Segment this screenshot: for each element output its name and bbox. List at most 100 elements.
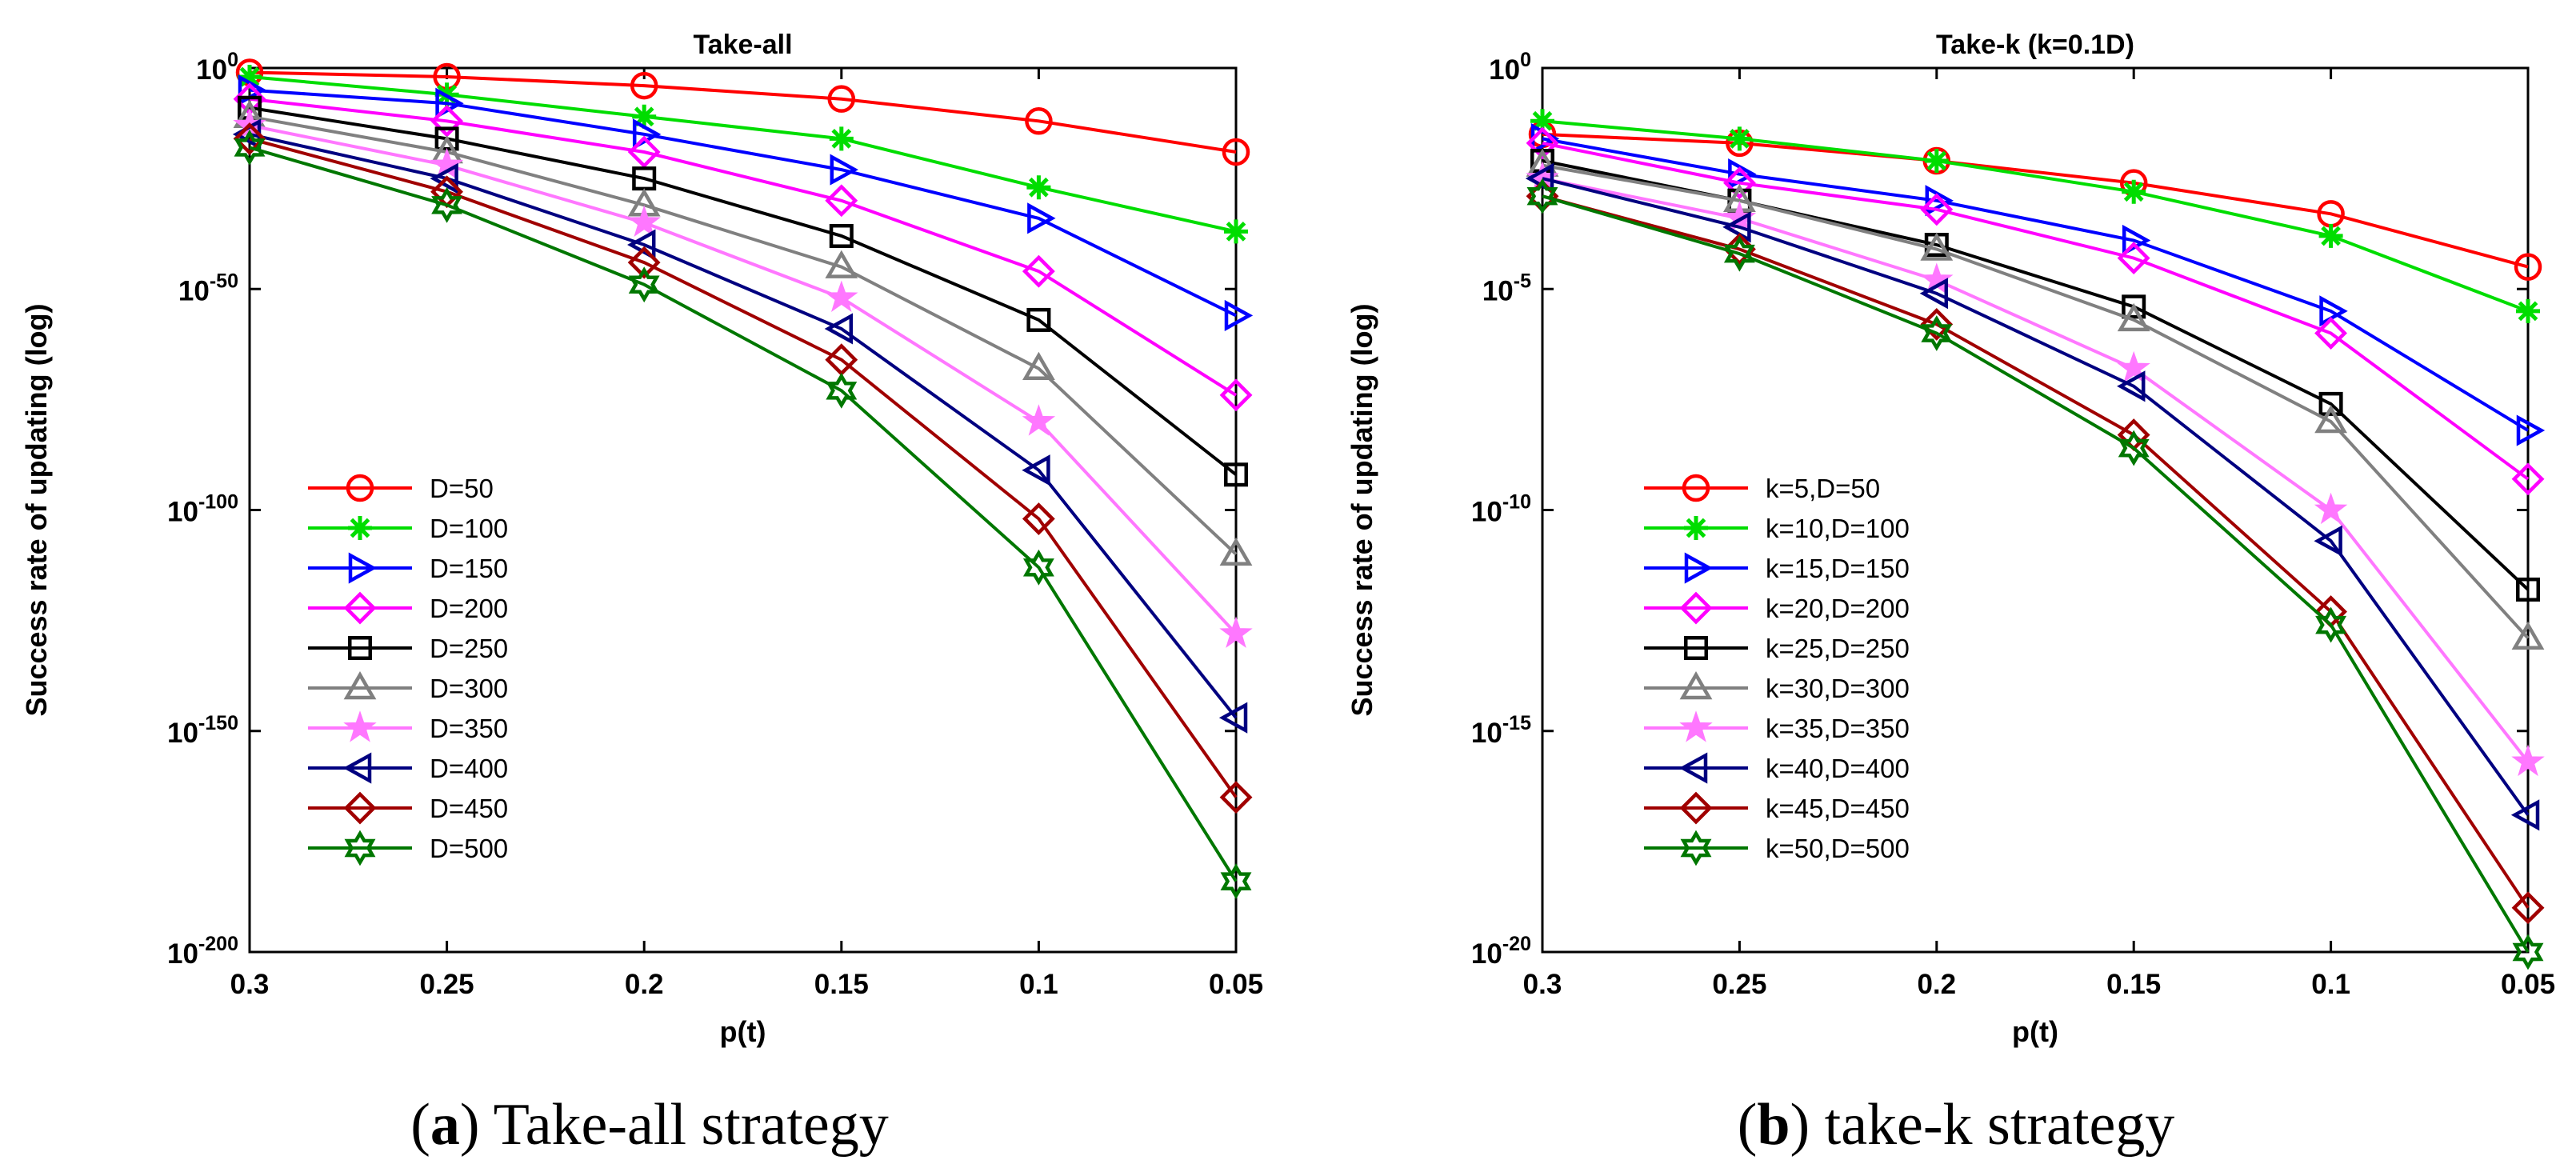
data-point <box>430 162 458 194</box>
legend-marker <box>343 710 377 742</box>
legend-marker <box>343 791 377 825</box>
data-point <box>827 85 856 113</box>
data-point <box>2514 253 2542 281</box>
data-point <box>1925 185 1954 217</box>
data-point <box>2122 294 2146 319</box>
caption-text: ) Take-all strategy <box>460 1092 889 1158</box>
series-line <box>1542 194 2530 954</box>
legend-label: k=50,D=500 <box>1766 834 1910 863</box>
legend-label: D=400 <box>430 754 508 783</box>
legend-label: D=350 <box>430 714 508 743</box>
data-point <box>1921 315 1953 351</box>
legend-item: k=15,D=150 <box>1644 552 1910 584</box>
data-point <box>2122 179 2146 204</box>
x-axis-label: p(t) <box>2012 1015 2058 1048</box>
series-line <box>1542 132 2529 269</box>
series-5 <box>238 95 1248 487</box>
data-point <box>1727 126 1752 151</box>
y-tick-label: 10-15 <box>1471 712 1531 749</box>
y-tick-label: 10-50 <box>178 270 238 306</box>
legend-label: k=45,D=450 <box>1766 794 1910 823</box>
series-10 <box>234 129 1252 900</box>
data-point <box>1530 109 1554 134</box>
data-point <box>2117 242 2150 274</box>
legend-label: k=35,D=350 <box>1766 714 1910 743</box>
legend-marker <box>1679 710 1713 742</box>
data-point <box>1919 278 1949 310</box>
legend-marker <box>1680 830 1712 866</box>
x-tick-label: 0.3 <box>230 969 270 1000</box>
series-6 <box>233 99 1253 566</box>
data-point <box>2516 577 2540 602</box>
legend-marker <box>1678 752 1708 784</box>
data-point <box>829 126 854 151</box>
data-point <box>627 205 661 237</box>
data-point <box>2318 391 2343 416</box>
series-line <box>249 123 1238 635</box>
data-point <box>2314 405 2348 434</box>
y-tick-exponent: -5 <box>1514 270 1531 292</box>
data-point <box>1920 193 1954 226</box>
data-point <box>1224 462 1248 487</box>
legend-item: k=20,D=200 <box>1644 591 1910 625</box>
data-point <box>627 135 661 169</box>
data-point <box>825 250 858 278</box>
legend-label: D=50 <box>430 474 494 503</box>
x-tick-label: 0.05 <box>2501 969 2555 1000</box>
data-point <box>825 280 858 312</box>
data-point <box>1920 308 1954 341</box>
y-tick-base: 10 <box>1471 718 1502 749</box>
data-point <box>1220 863 1252 900</box>
x-tick-label: 0.15 <box>2106 969 2161 1000</box>
legend-marker <box>1679 791 1713 825</box>
caption-open: ( <box>1738 1092 1758 1158</box>
series-9 <box>1526 179 2545 925</box>
legend-marker <box>1679 671 1713 700</box>
data-point <box>2314 317 2347 350</box>
series-1 <box>235 58 1250 166</box>
data-point <box>627 246 661 279</box>
series-line <box>249 75 1237 234</box>
y-tick-exponent: -10 <box>1502 491 1531 514</box>
y-tick-base: 10 <box>1489 54 1520 86</box>
series-line <box>249 88 1237 318</box>
legend-marker <box>348 636 372 660</box>
data-point <box>1219 378 1253 412</box>
series-line <box>1542 137 2530 432</box>
y-tick-base: 10 <box>178 275 210 306</box>
data-point <box>829 223 854 248</box>
legend-item: k=5,D=50 <box>1644 474 1880 503</box>
data-point <box>2117 370 2146 402</box>
series-2 <box>1530 109 2540 323</box>
legend-item: D=250 <box>308 634 508 663</box>
data-point <box>1022 404 1056 436</box>
data-point <box>632 104 657 129</box>
data-point <box>1526 178 1558 214</box>
data-point <box>1219 537 1253 566</box>
panel-caption: (a) Take-all strategy <box>410 1092 889 1158</box>
y-tick-exponent: -100 <box>198 491 238 514</box>
data-point <box>2117 350 2150 383</box>
data-point <box>1022 454 1050 486</box>
series-10 <box>1526 178 2544 970</box>
data-point <box>1222 138 1250 166</box>
data-point <box>1920 232 1954 261</box>
data-point <box>1723 233 1756 266</box>
y-tick-base: 10 <box>167 497 198 528</box>
y-axis-label: Success rate of updating (log) <box>1346 303 1378 716</box>
series-4 <box>1526 126 2545 496</box>
caption-letter: b <box>1757 1092 1790 1158</box>
panel-caption: (b) take-k strategy <box>1738 1092 2175 1158</box>
series-line <box>1542 177 2530 763</box>
data-point <box>2510 799 2540 831</box>
legend-marker <box>1684 552 1714 584</box>
data-point <box>825 184 858 218</box>
legend-marker <box>348 516 372 540</box>
legend-marker <box>346 474 374 502</box>
data-point <box>1027 202 1056 234</box>
series-1 <box>1528 120 2542 281</box>
legend-item: k=50,D=500 <box>1644 830 1910 866</box>
y-tick-base: 10 <box>167 938 198 970</box>
y-tick-label: 10-200 <box>167 933 238 970</box>
